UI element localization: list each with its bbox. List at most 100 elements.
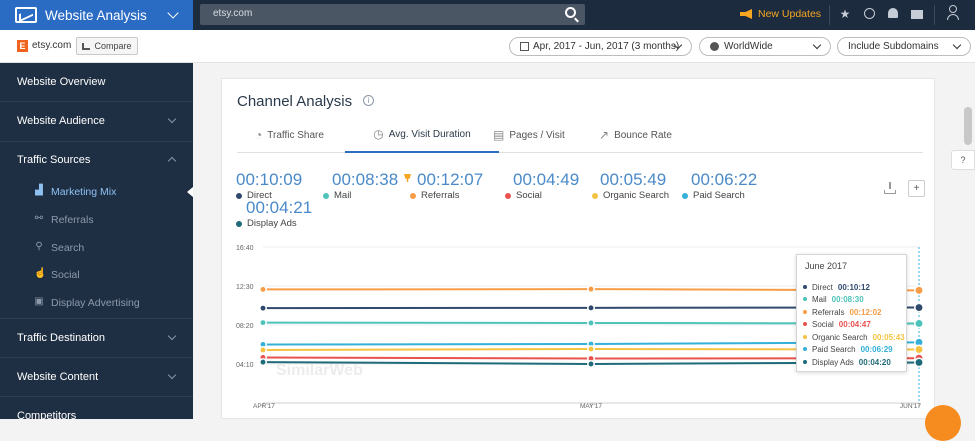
data-point	[914, 285, 924, 296]
tab-label: Traffic Share	[267, 129, 324, 141]
sidebar-item-label: Traffic Destination	[17, 332, 106, 344]
sidebar-subitem-referrals[interactable]: ⚯ Referrals	[0, 206, 193, 233]
tooltip-label: Display Ads	[812, 357, 854, 367]
sidebar-subitem-social[interactable]: ☝ Social	[0, 261, 193, 288]
chart-icon: ▟	[35, 185, 43, 196]
new-updates-link[interactable]: New Updates	[740, 8, 821, 20]
tab-avg-visit-duration[interactable]: ◷ Avg. Visit Duration	[345, 117, 499, 153]
metric-referrals[interactable]: 00:12:07 Referrals	[404, 170, 483, 201]
legend-dot	[236, 192, 242, 199]
metric-display-ads[interactable]: 00:04:21 Display Ads	[236, 198, 312, 229]
y-tick-label: 04:10	[236, 362, 254, 369]
app-title: Website Analysis	[45, 7, 147, 23]
chevron-down-icon	[167, 370, 177, 380]
sidebar-item-traffic-sources[interactable]: Traffic Sources	[0, 141, 193, 180]
legend-dot	[803, 297, 807, 301]
tooltip-label: Direct	[812, 282, 833, 292]
sidebar-item-traffic-destination[interactable]: Traffic Destination	[0, 319, 193, 358]
sidebar-subitem-marketing-mix[interactable]: ▟ Marketing Mix	[0, 178, 193, 205]
sidebar-subitem-label: Display Advertising	[51, 297, 140, 309]
tooltip-value: 00:08:30	[831, 294, 864, 304]
chevron-up-icon	[167, 156, 177, 166]
compare-button[interactable]: Compare	[76, 37, 138, 55]
metric-mail[interactable]: 00:08:38 Mail	[323, 170, 398, 201]
add-to-dashboard-button[interactable]: +	[908, 180, 925, 197]
tooltip-value: 00:12:02	[849, 307, 882, 317]
tooltip-label: Organic Search	[812, 332, 868, 342]
compare-icon	[82, 42, 91, 50]
divider	[829, 5, 830, 25]
metric-label: Social	[516, 190, 542, 201]
sidebar-item-website-audience[interactable]: Website Audience	[0, 102, 193, 141]
clock-icon[interactable]	[862, 7, 876, 21]
country-dropdown[interactable]: WorldWide	[699, 37, 831, 56]
app-switcher[interactable]: Website Analysis	[0, 0, 193, 30]
metric-tabs: ◔ Traffic Share ◷ Avg. Visit Duration ▤ …	[237, 117, 923, 153]
megaphone-icon	[740, 9, 752, 19]
website-analysis-logo-icon	[15, 7, 37, 23]
tooltip-row: Paid Search 00:06:29	[803, 343, 893, 355]
data-point	[259, 346, 267, 354]
metric-value: 00:04:21	[246, 198, 313, 217]
tab-traffic-share[interactable]: ◔ Traffic Share	[255, 117, 324, 153]
star-icon[interactable]: ★	[839, 7, 851, 21]
tooltip-row: Direct 00:10:12	[803, 281, 870, 293]
metric-organic-search[interactable]: 00:05:49 Organic Search	[592, 170, 669, 201]
legend-dot	[410, 192, 416, 199]
tooltip-value: 00:06:29	[860, 344, 893, 354]
similarweb-watermark: SimilarWeb	[276, 362, 363, 379]
tooltip-value: 00:04:20	[858, 357, 891, 367]
display-ad-icon: ▣	[34, 296, 44, 307]
date-range-dropdown[interactable]: Apr, 2017 - Jun, 2017 (3 months)	[509, 37, 692, 56]
data-point	[587, 345, 595, 353]
user-account-icon[interactable]	[947, 5, 959, 23]
stopwatch-icon: ◷	[373, 127, 384, 141]
metric-direct[interactable]: 00:10:09 Direct	[236, 170, 302, 201]
sidebar-subitem-label: Social	[51, 269, 80, 281]
divider	[0, 396, 193, 397]
tab-bounce-rate[interactable]: ↗ Bounce Rate	[599, 117, 672, 153]
metric-label: Mail	[334, 190, 352, 201]
legend-dot	[323, 192, 329, 199]
scrollbar-thumb[interactable]	[964, 107, 972, 145]
x-tick-label: MAY'17	[580, 403, 602, 410]
data-point	[914, 344, 924, 355]
chevron-down-icon	[952, 40, 962, 50]
sidebar-subitem-display-advertising[interactable]: ▣ Display Advertising	[0, 289, 193, 316]
sidebar-item-label: Website Content	[17, 371, 99, 383]
legend-dot	[592, 192, 598, 199]
data-point	[259, 285, 267, 294]
metric-paid-search[interactable]: 00:06:22 Paid Search	[682, 170, 757, 201]
y-tick-label: 12:30	[236, 284, 254, 291]
trophy-icon	[404, 174, 411, 182]
metric-value: 00:08:38	[332, 170, 399, 189]
sidebar-item-website-content[interactable]: Website Content	[0, 358, 193, 397]
metric-value: 00:04:49	[513, 170, 580, 189]
new-updates-label: New Updates	[758, 8, 822, 20]
search-input[interactable]: etsy.com	[213, 8, 253, 19]
page-scrollbar[interactable]	[961, 63, 975, 419]
sidebar-subitem-label: Referrals	[51, 214, 94, 226]
bell-icon[interactable]	[886, 7, 900, 21]
subdomains-dropdown[interactable]: Include Subdomains	[837, 37, 971, 56]
tab-label: Avg. Visit Duration	[388, 128, 471, 140]
tooltip-title: June 2017	[805, 261, 848, 271]
sidebar-item-competitors[interactable]: Competitors	[0, 397, 193, 436]
sidebar-item-label: Website Audience	[17, 115, 105, 127]
site-search-bar[interactable]: etsy.com	[200, 4, 585, 25]
mail-icon[interactable]	[910, 7, 924, 21]
chat-launcher-icon[interactable]	[925, 405, 961, 441]
tab-pages-per-visit[interactable]: ▤ Pages / Visit	[493, 117, 565, 153]
metric-label: Organic Search	[603, 190, 670, 201]
data-point	[587, 303, 595, 312]
help-icon[interactable]: ?	[951, 150, 975, 170]
download-icon[interactable]	[884, 182, 896, 194]
metric-social[interactable]: 00:04:49 Social	[505, 170, 579, 201]
tooltip-value: 00:04:47	[838, 319, 871, 329]
info-icon[interactable]: i	[363, 95, 374, 106]
x-tick-label: JUN'17	[900, 403, 921, 410]
search-icon[interactable]	[565, 7, 576, 18]
card-title: Channel Analysis	[237, 93, 353, 110]
sidebar-subitem-search[interactable]: ⚲ Search	[0, 234, 193, 261]
sidebar-item-website-overview[interactable]: Website Overview	[0, 63, 193, 102]
